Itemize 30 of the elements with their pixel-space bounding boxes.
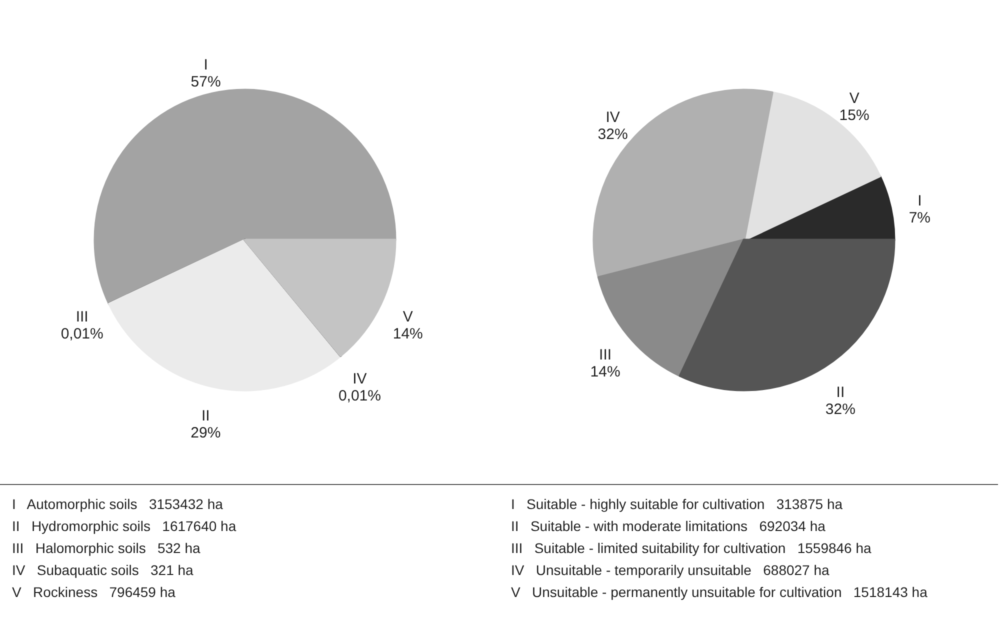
slice-label: IV	[606, 108, 620, 126]
text: I Suitable - highly suitable for cultivation 313875 ha	[511, 495, 844, 514]
data-label: 32%	[598, 126, 628, 143]
slice-label: V	[402, 308, 413, 326]
text: I Automorphic soils 3153432 ha	[12, 495, 224, 514]
text: V Rockiness 796459 ha	[12, 583, 176, 602]
slice-label: IV	[352, 370, 367, 388]
slice-label: II	[836, 384, 845, 401]
data-label: 29%	[190, 424, 221, 442]
slice-label: I	[204, 56, 208, 74]
slice-label: V	[849, 90, 860, 107]
text: IV Unsuitable - temporarily unsuitable 688027 ha	[511, 561, 830, 580]
text: III Halomorphic soils 532 ha	[12, 539, 202, 558]
text: V Unsuitable - permanently unsuitable for cultivation 1518143 ha	[511, 583, 928, 602]
slice-label: II	[202, 408, 210, 425]
text: II Hydromorphic soils 1617640 ha	[12, 517, 238, 536]
slice-label: III	[599, 346, 612, 364]
data-label: 32%	[825, 400, 856, 418]
slice-label: I	[918, 192, 922, 210]
data-label: 7%	[908, 210, 931, 227]
text: IV Subaquatic soils 321 ha	[12, 561, 194, 580]
text: II Suitable - with moderate limitations 692034 ha	[511, 517, 826, 536]
data-label: 0,01%	[60, 326, 104, 343]
data-label: 0,01%	[338, 388, 381, 405]
data-label: 14%	[590, 364, 620, 381]
data-label: 14%	[392, 326, 423, 343]
slice-label: III	[76, 308, 88, 326]
data-label: 57%	[190, 73, 221, 90]
data-label: 15%	[839, 106, 870, 124]
text: III Suitable - limited suitability for cultivation 1559846 ha	[511, 539, 872, 558]
